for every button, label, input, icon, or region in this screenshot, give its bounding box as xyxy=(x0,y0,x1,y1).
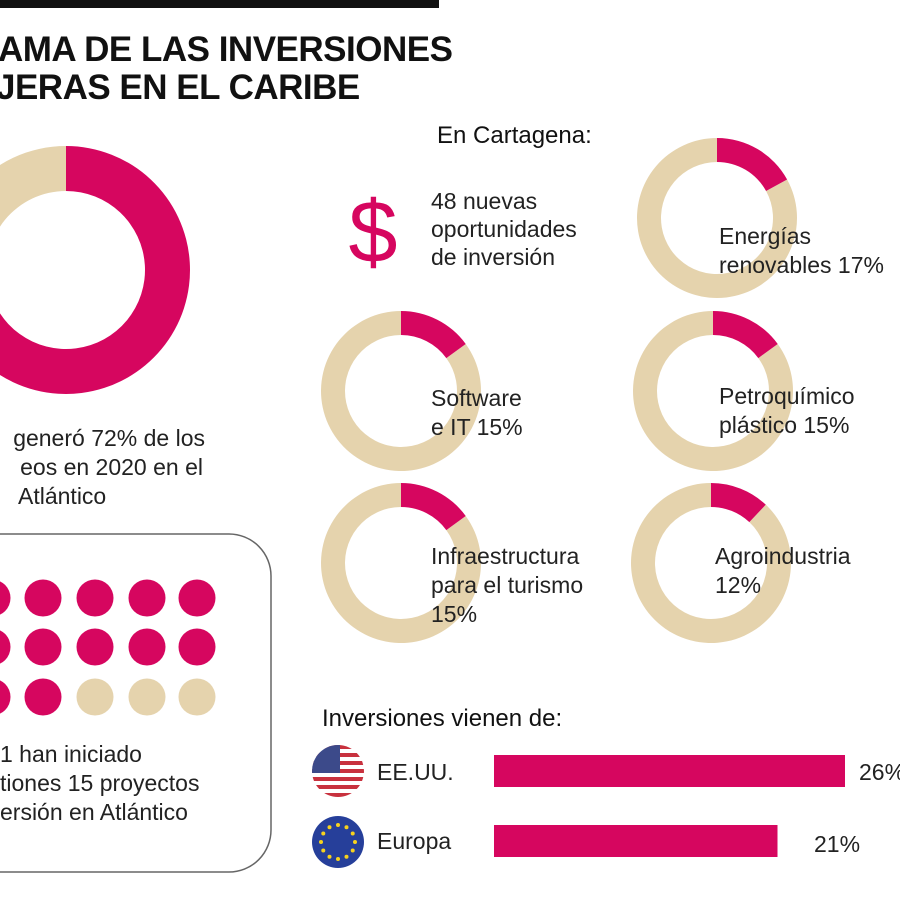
dots-caption-2: tiones 15 proyectos xyxy=(0,770,200,796)
sector-donut-rest xyxy=(633,311,794,472)
title-rule xyxy=(0,0,439,8)
sector-software-label-2: e IT 15% xyxy=(431,414,523,440)
eu-star xyxy=(327,854,332,859)
main-donut-rest xyxy=(0,146,66,227)
sector-petroquimico-label-1: Petroquímico xyxy=(719,383,855,409)
dot-filled xyxy=(24,678,62,716)
eu-star xyxy=(353,840,357,844)
sector-infra-label-3: 15% xyxy=(431,601,478,627)
dot-empty xyxy=(76,678,114,716)
eu-star xyxy=(327,825,332,830)
origin-usa-value: 26% xyxy=(859,759,900,785)
dots-caption-1: 1 han iniciado xyxy=(0,741,142,767)
page-title-line2: JERAS EN EL CARIBE xyxy=(0,68,360,107)
sector-donut-share xyxy=(401,483,466,531)
origin-usa-name: EE.UU. xyxy=(377,759,454,785)
sector-donut-share xyxy=(713,311,778,359)
dot-filled xyxy=(76,628,114,666)
dot-filled xyxy=(128,628,166,666)
sector-donut-rest xyxy=(637,138,798,298)
page-title-line1: AMA DE LAS INVERSIONES xyxy=(0,30,453,69)
dot-filled xyxy=(178,579,216,617)
sector-donut-share xyxy=(717,138,788,192)
main-donut-share xyxy=(0,146,190,394)
sector-donut-rest xyxy=(631,483,791,643)
main-donut-caption-1: generó 72% de los xyxy=(13,425,205,451)
origins-heading: Inversiones vienen de: xyxy=(322,705,563,732)
dot-filled xyxy=(24,628,62,666)
main-donut-caption-2: eos en 2020 en el xyxy=(20,454,203,480)
dot-filled xyxy=(128,579,166,617)
dot-filled xyxy=(178,628,216,666)
eu-star xyxy=(344,854,349,859)
dot-empty xyxy=(128,678,166,716)
sector-donut-share xyxy=(401,311,466,359)
opportunities-line1: 48 nuevas xyxy=(431,188,538,214)
main-donut-caption-3: Atlántico xyxy=(18,483,107,509)
cartagena-heading: En Cartagena: xyxy=(437,122,592,149)
origin-bar xyxy=(494,755,845,787)
eu-star xyxy=(344,825,349,830)
dot-empty xyxy=(178,678,216,716)
eu-star xyxy=(321,831,326,836)
origin-bar xyxy=(494,825,778,857)
dots-box-frame xyxy=(0,533,272,873)
dollar-icon: $ xyxy=(349,182,398,281)
dot-filled xyxy=(24,579,62,617)
origin-europa-name: Europa xyxy=(377,828,452,854)
sector-infra-label-1: Infraestructura xyxy=(431,543,580,569)
dot-filled xyxy=(76,579,114,617)
dot-filled xyxy=(0,630,11,664)
sector-agro-label-1: Agroindustria xyxy=(715,543,851,569)
sector-software-label-1: Software xyxy=(431,385,522,411)
dots-caption-3: ersión en Atlántico xyxy=(0,799,188,825)
dot-filled xyxy=(0,581,11,615)
eu-star xyxy=(336,823,340,827)
us-flag-icon xyxy=(312,745,364,797)
dot-filled xyxy=(0,680,11,714)
eu-star xyxy=(321,848,326,853)
eu-star xyxy=(319,840,323,844)
sector-petroquimico-label-2: plástico 15% xyxy=(719,412,850,438)
opportunities-line3: de inversión xyxy=(431,244,556,270)
eu-star xyxy=(350,831,355,836)
eu-star xyxy=(336,857,340,861)
origin-europa-value: 21% xyxy=(814,831,861,857)
sector-infra-label-2: para el turismo xyxy=(431,572,584,598)
sector-donut-rest xyxy=(321,483,482,643)
sector-donut-rest xyxy=(321,311,482,471)
sector-donut-share xyxy=(711,483,766,523)
eu-star xyxy=(350,848,355,853)
sector-energias-label-1: Energías xyxy=(719,223,812,249)
sector-energias-label-2: renovables 17% xyxy=(719,252,884,278)
opportunities-line2: oportunidades xyxy=(431,216,577,242)
sector-agro-label-2: 12% xyxy=(715,572,762,598)
eu-flag-icon xyxy=(312,816,364,868)
